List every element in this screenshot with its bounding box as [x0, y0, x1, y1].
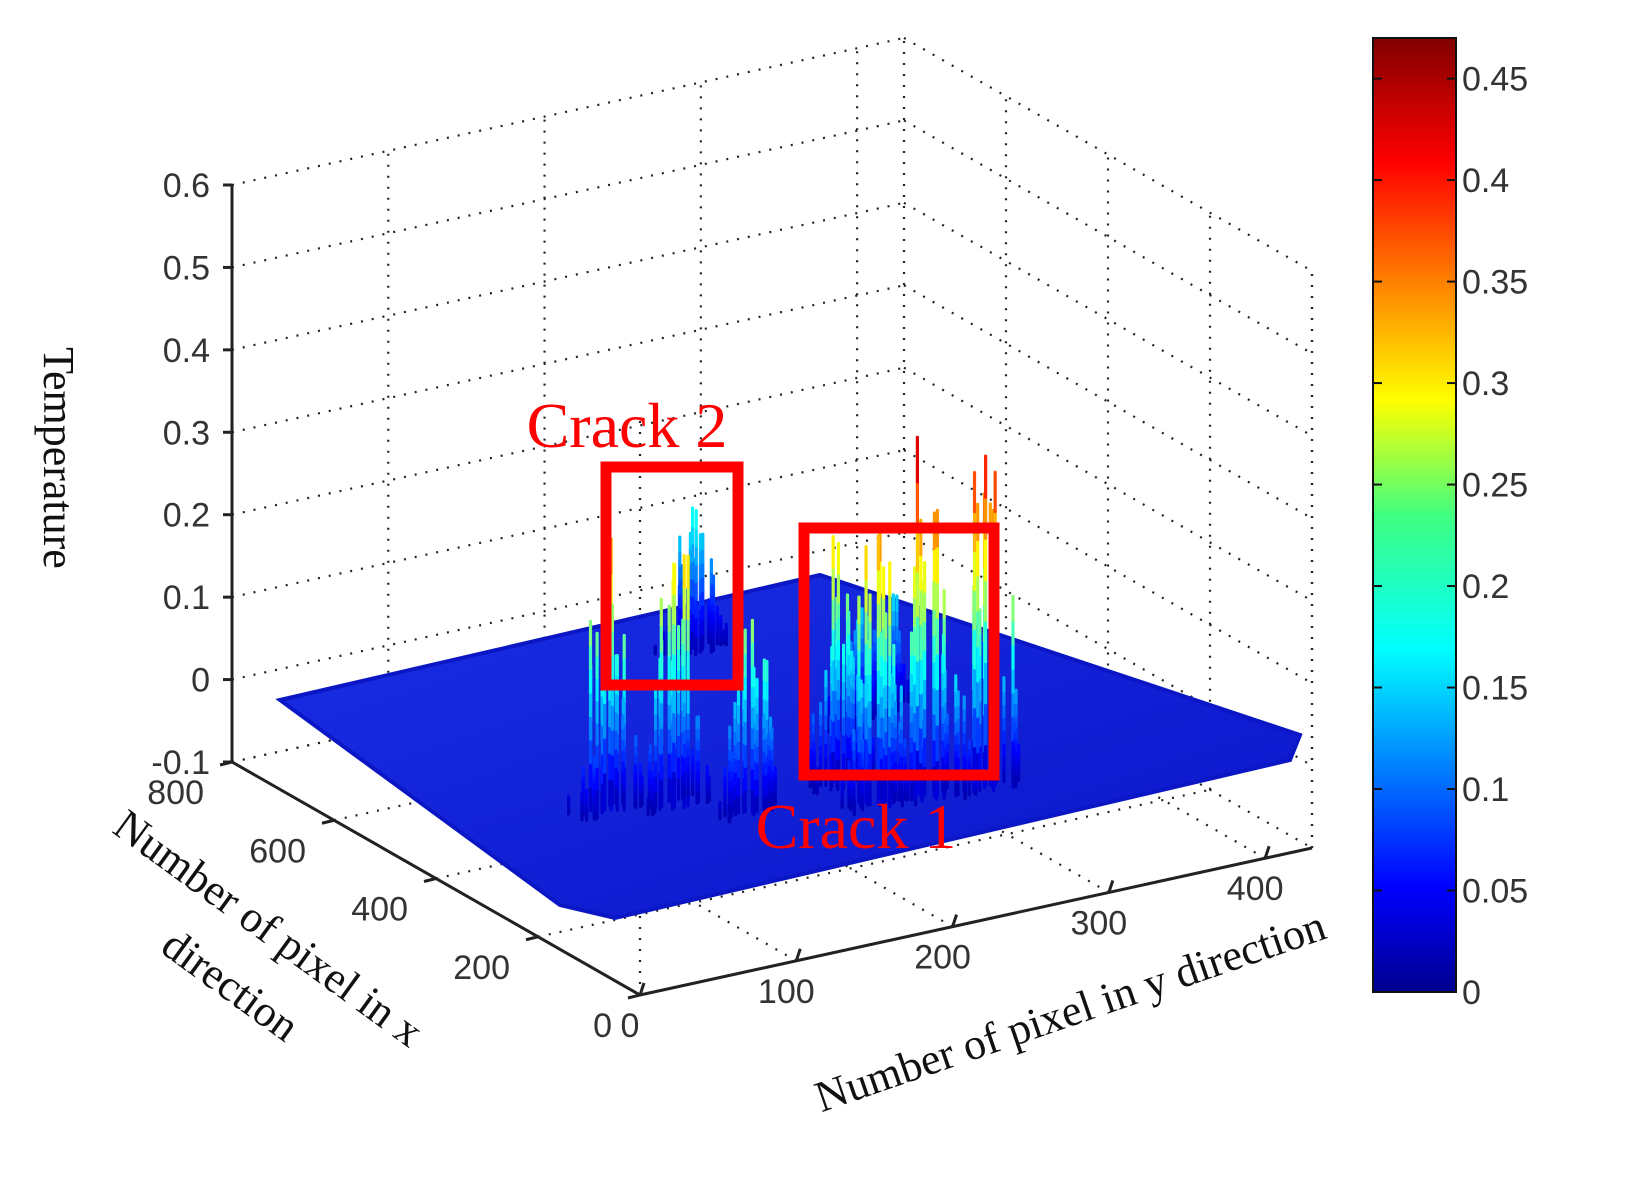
y-tick-mark [1263, 845, 1271, 859]
y-tick-mark [1107, 879, 1115, 893]
x-tick-mark [423, 877, 437, 883]
grid-x-floor [537, 788, 1211, 938]
z-tick-label: 0.6 [163, 167, 210, 205]
colorbar-tick-label: 0.35 [1462, 264, 1528, 302]
x-tick-mark [525, 935, 539, 942]
y-tick-label: 0 [621, 1007, 640, 1045]
x-tick-label: 800 [147, 774, 204, 812]
grid-z-back-right [903, 449, 1313, 685]
temperature-peaks [566, 435, 1021, 824]
x-tick-label: 0 [593, 1007, 612, 1045]
surface [275, 435, 1303, 921]
grid-z-back-left [231, 284, 905, 434]
grid-z-back-right [903, 201, 1313, 437]
grid-z-back-left [231, 366, 905, 516]
colorbar-tick-label: 0.05 [1462, 873, 1528, 911]
grid-z-back-right [903, 366, 1313, 602]
colorbar-ticks: 0.45 0.4 0.35 0.3 0.25 0.2 0.15 0.1 0.05 0 [1373, 61, 1528, 1012]
y-tick-mark [951, 914, 958, 928]
x-tick-label: 600 [249, 832, 306, 870]
grid-z-back-right [903, 37, 1313, 272]
grid-y-floor [544, 692, 954, 928]
z-tick-label: 0.1 [163, 579, 210, 617]
y-tick-label: 400 [1227, 870, 1284, 908]
colorbar-tick-label: 0.25 [1462, 467, 1528, 505]
z-tick-label: 0 [191, 662, 210, 700]
colorbar-tick-label: 0.1 [1462, 771, 1509, 809]
x-tick-label: 400 [351, 891, 408, 929]
temperature-peak [646, 553, 711, 817]
colorbar-tick-label: 0 [1462, 974, 1481, 1012]
x-tick-mark [627, 993, 641, 1000]
crack-1-label: Crack 1 [756, 791, 957, 862]
y-tick-mark [794, 948, 802, 962]
y-tick-mark [638, 982, 646, 996]
colorbar [1372, 37, 1457, 993]
grid-z-back-left [231, 201, 905, 351]
temperature-peak [718, 618, 777, 824]
y-tick-label: 100 [758, 973, 815, 1011]
colorbar-tick-label: 0.4 [1462, 162, 1509, 200]
y-axis-line [639, 846, 1313, 997]
x-tick-mark [321, 818, 335, 825]
z-tick-label: -0.1 [151, 744, 210, 782]
x-tick-label: 200 [453, 949, 510, 987]
z-tick-label: 0.2 [163, 497, 210, 535]
crack-1-box [798, 522, 1000, 781]
grid-y-floor [856, 624, 1266, 860]
surface-floor [275, 572, 1303, 921]
z-tick-label: 0.3 [163, 414, 210, 452]
z-axis-title: Temperature [34, 347, 83, 569]
crack-2-label: Crack 2 [527, 390, 728, 461]
grid-z-back-left [231, 36, 905, 187]
grid-z-back-left [231, 531, 905, 681]
colorbar-tick-label: 0.15 [1462, 670, 1528, 708]
grid-z-back-left [231, 449, 905, 599]
grid-z-back-right [903, 531, 1313, 767]
z-ticks: 0.6 0.5 0.4 0.3 0.2 0.1 0 -0.1 [151, 167, 232, 782]
z-tick-label: 0.5 [163, 249, 210, 287]
y-ticks: 0 100 200 300 400 [621, 845, 1284, 1045]
y-tick-label: 300 [1070, 904, 1127, 942]
y-tick-label: 200 [914, 939, 971, 977]
grid-y-floor [700, 658, 1110, 894]
grid-z-back-left [231, 119, 905, 269]
x-tick-mark [219, 760, 233, 767]
grid-z-back-right [903, 284, 1313, 520]
grid-z-back-right [903, 119, 1313, 355]
x-ticks: 800 600 400 200 0 [147, 760, 641, 1045]
colorbar-tick-label: 0.3 [1462, 365, 1509, 403]
colorbar-tick-label: 0.2 [1462, 568, 1509, 606]
grid-y-floor [387, 726, 797, 962]
crack-2-box [600, 461, 744, 691]
colorbar-tick-label: 0.45 [1462, 61, 1528, 99]
z-tick-label: 0.4 [163, 332, 210, 370]
